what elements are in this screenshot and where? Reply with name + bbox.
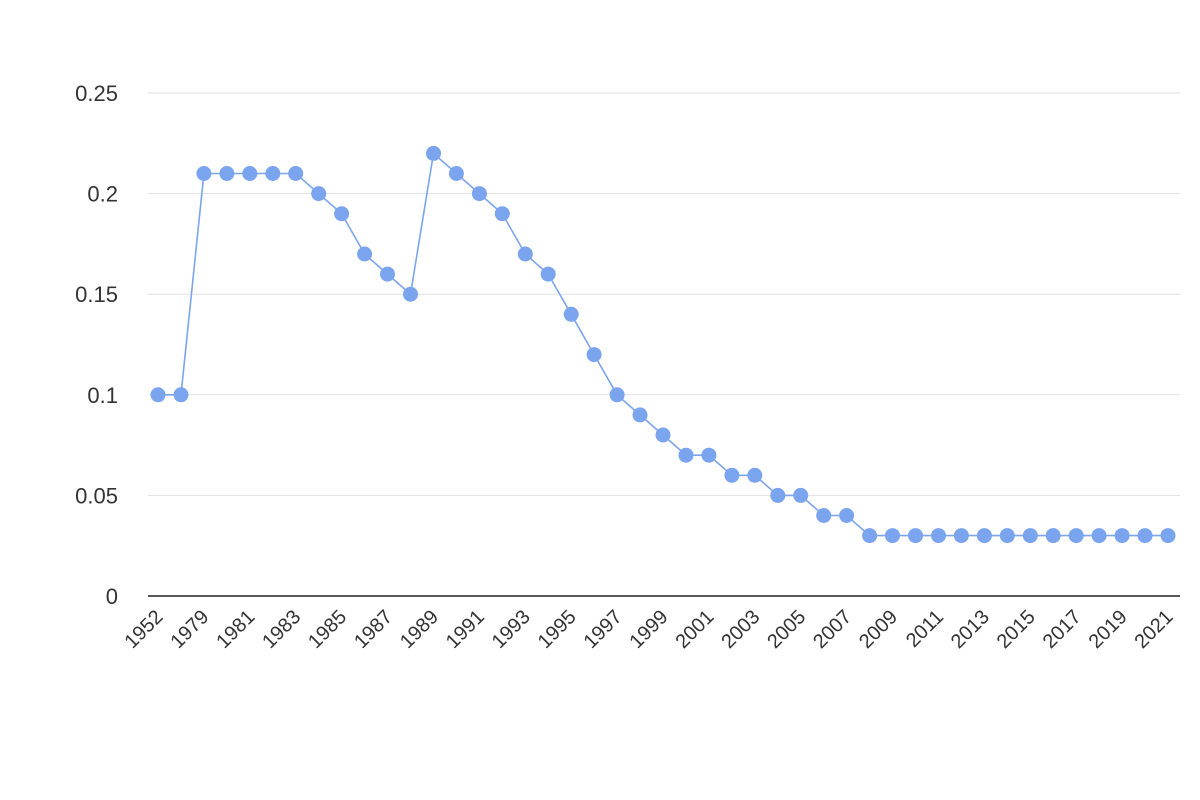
data-point[interactable] bbox=[862, 528, 878, 544]
y-axis: 0 0.05 0.1 0.15 0.2 0.25 bbox=[75, 81, 118, 609]
data-point[interactable] bbox=[724, 467, 740, 483]
x-tick-label: 2007 bbox=[809, 606, 856, 653]
data-point[interactable] bbox=[494, 206, 510, 222]
data-point[interactable] bbox=[701, 447, 717, 463]
data-point[interactable] bbox=[1137, 528, 1153, 544]
data-point[interactable] bbox=[908, 528, 923, 544]
data-point[interactable] bbox=[816, 508, 832, 523]
data-point[interactable] bbox=[632, 407, 648, 423]
data-point[interactable] bbox=[1045, 528, 1061, 544]
data-point[interactable] bbox=[770, 487, 786, 503]
data-point[interactable] bbox=[311, 186, 327, 202]
x-tick-label: 1995 bbox=[534, 606, 581, 653]
data-point[interactable] bbox=[885, 528, 900, 544]
data-point[interactable] bbox=[403, 286, 418, 302]
x-tick-label: 2011 bbox=[902, 606, 948, 652]
x-tick-label: 1993 bbox=[488, 606, 535, 653]
x-axis: 1952197919811983198519871989199119931995… bbox=[121, 595, 1180, 653]
data-point[interactable] bbox=[1022, 528, 1038, 544]
data-point[interactable] bbox=[1160, 528, 1176, 544]
x-tick-label: 2013 bbox=[947, 606, 994, 653]
data-point[interactable] bbox=[1068, 528, 1084, 544]
data-point[interactable] bbox=[426, 145, 441, 161]
data-point[interactable] bbox=[931, 528, 946, 544]
data-point[interactable] bbox=[334, 206, 350, 222]
series-line bbox=[158, 151, 1168, 537]
series-layer bbox=[150, 145, 1176, 544]
x-tick-label: 2009 bbox=[855, 606, 902, 653]
x-tick-label: 1983 bbox=[258, 606, 305, 653]
data-point[interactable] bbox=[242, 166, 258, 181]
x-tick-label: 2003 bbox=[717, 606, 764, 653]
x-tick-label: 1991 bbox=[442, 606, 489, 653]
data-point[interactable] bbox=[288, 166, 304, 181]
data-point[interactable] bbox=[173, 387, 189, 403]
data-point[interactable] bbox=[150, 387, 166, 403]
data-point[interactable] bbox=[448, 166, 464, 181]
data-point[interactable] bbox=[793, 487, 809, 503]
data-point[interactable] bbox=[976, 528, 992, 544]
data-point[interactable] bbox=[747, 467, 763, 483]
x-tick-label: 2015 bbox=[993, 606, 1040, 653]
data-point[interactable] bbox=[517, 246, 533, 262]
y-tick-label: 0.1 bbox=[87, 383, 118, 408]
x-tick-label: 2017 bbox=[1039, 606, 1086, 653]
y-tick-label: 0.05 bbox=[75, 483, 118, 508]
x-tick-label: 1997 bbox=[580, 606, 627, 653]
x-tick-label: 2019 bbox=[1085, 606, 1132, 653]
y-tick-label: 0.2 bbox=[87, 182, 118, 207]
x-tick-label: 1989 bbox=[396, 606, 443, 653]
data-point[interactable] bbox=[471, 186, 487, 202]
data-point[interactable] bbox=[1114, 528, 1130, 544]
data-point[interactable] bbox=[953, 528, 969, 544]
data-point[interactable] bbox=[265, 166, 281, 181]
data-point[interactable] bbox=[609, 387, 625, 403]
y-tick-label: 0 bbox=[106, 584, 118, 609]
data-point[interactable] bbox=[357, 246, 373, 262]
data-point[interactable] bbox=[540, 266, 556, 282]
data-point[interactable] bbox=[839, 508, 855, 523]
data-point[interactable] bbox=[586, 347, 602, 363]
x-tick-label: 1952 bbox=[121, 606, 168, 653]
data-point[interactable] bbox=[380, 266, 395, 282]
x-tick-label: 2005 bbox=[763, 606, 810, 653]
x-tick-label: 1985 bbox=[304, 606, 351, 653]
data-point[interactable] bbox=[1091, 528, 1107, 544]
data-point[interactable] bbox=[678, 447, 694, 463]
x-tick-label: 2021 bbox=[1131, 606, 1178, 653]
data-point[interactable] bbox=[563, 306, 579, 322]
data-point[interactable] bbox=[219, 166, 235, 181]
data-point[interactable] bbox=[196, 166, 212, 181]
x-tick-label: 1981 bbox=[212, 606, 259, 653]
data-point[interactable] bbox=[655, 427, 671, 443]
x-tick-label: 1979 bbox=[166, 606, 213, 653]
x-tick-label: 2001 bbox=[671, 606, 718, 653]
x-tick-label: 1987 bbox=[350, 606, 397, 653]
data-point[interactable] bbox=[999, 528, 1015, 544]
y-tick-label: 0.25 bbox=[75, 81, 118, 106]
x-tick-label: 1999 bbox=[626, 606, 673, 653]
y-tick-label: 0.15 bbox=[75, 282, 118, 307]
